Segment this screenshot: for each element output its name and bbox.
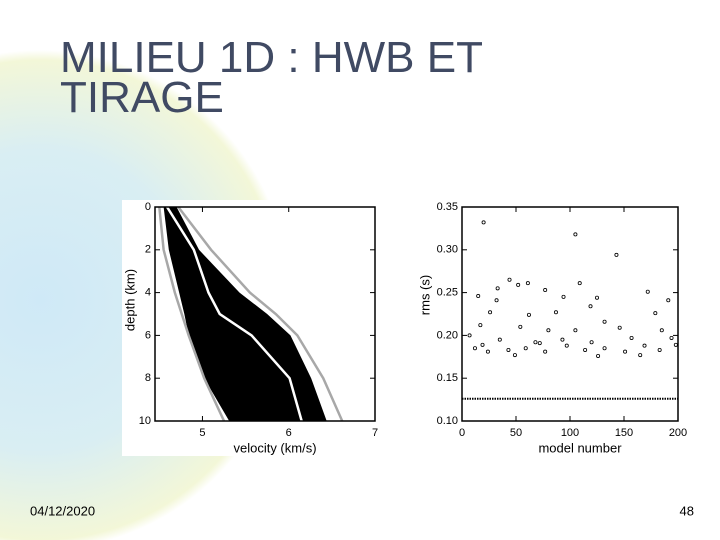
x-tick-label: 100 [561,427,579,439]
y-tick-label: 0.35 [437,201,458,213]
point [614,252,619,257]
profile-line [158,206,226,422]
point [561,294,566,299]
y-tick-label: 0 [145,201,151,213]
point [497,337,502,342]
point [669,335,674,340]
point [560,337,565,342]
x-axis-label: model number [538,440,622,455]
point [666,298,671,303]
point [645,289,650,294]
profile-line [166,206,303,422]
point [573,328,578,333]
x-tick-label: 7 [372,427,378,439]
point [472,346,477,351]
point [659,328,664,333]
y-tick-label: 0.20 [437,329,458,341]
y-axis-label: rms (s) [417,275,432,315]
point [642,343,647,348]
point [543,349,548,354]
point [495,286,500,291]
point [494,298,499,303]
point [653,311,658,316]
slide-date: 04/12/2020 [30,503,95,518]
point [533,340,538,345]
point [602,319,607,324]
point [525,281,530,286]
point [629,335,634,340]
point [476,294,481,299]
point [577,281,582,286]
y-tick-label: 0.30 [437,244,458,256]
x-tick-label: 6 [286,427,292,439]
point [546,328,551,333]
point [589,340,594,345]
point [506,347,511,352]
y-tick-label: 8 [145,372,151,384]
y-tick-label: 0.10 [437,415,458,427]
y-axis-label: depth (km) [122,269,137,331]
chart-background [412,197,690,460]
x-axis-label: velocity (km/s) [233,440,316,455]
point [657,347,662,352]
point [488,310,493,315]
point [595,295,600,300]
x-tick-label: 0 [459,427,465,439]
y-tick-label: 2 [145,244,151,256]
slide-number: 48 [680,503,694,518]
plot-frame [154,206,376,422]
point [553,310,558,315]
point [481,220,486,225]
point [467,333,472,338]
point [543,288,548,293]
point [573,232,578,237]
point [523,346,528,351]
x-tick-label: 200 [669,427,687,439]
point [526,312,531,317]
point [638,353,643,358]
point [512,353,517,358]
y-tick-label: 4 [145,287,151,299]
y-tick-label: 10 [139,415,151,427]
point [485,349,490,354]
y-tick-label: 0.25 [437,287,458,299]
x-tick-label: 150 [615,427,633,439]
x-tick-label: 50 [510,427,522,439]
slide-title: MILIEU 1D : HWB ET TIRAGE [60,33,483,122]
point [564,343,569,348]
point [537,341,542,346]
point [602,346,607,351]
point [583,347,588,352]
point [480,342,485,347]
point [518,324,523,329]
envelope [163,207,327,421]
point [516,282,521,287]
point [596,353,601,358]
x-tick-label: 5 [199,427,205,439]
y-tick-label: 0.15 [437,372,458,384]
point [623,349,628,354]
profile-line [177,206,344,422]
point [617,325,622,330]
point [588,304,593,309]
y-tick-label: 6 [145,329,151,341]
point [478,323,483,328]
point [507,277,512,282]
